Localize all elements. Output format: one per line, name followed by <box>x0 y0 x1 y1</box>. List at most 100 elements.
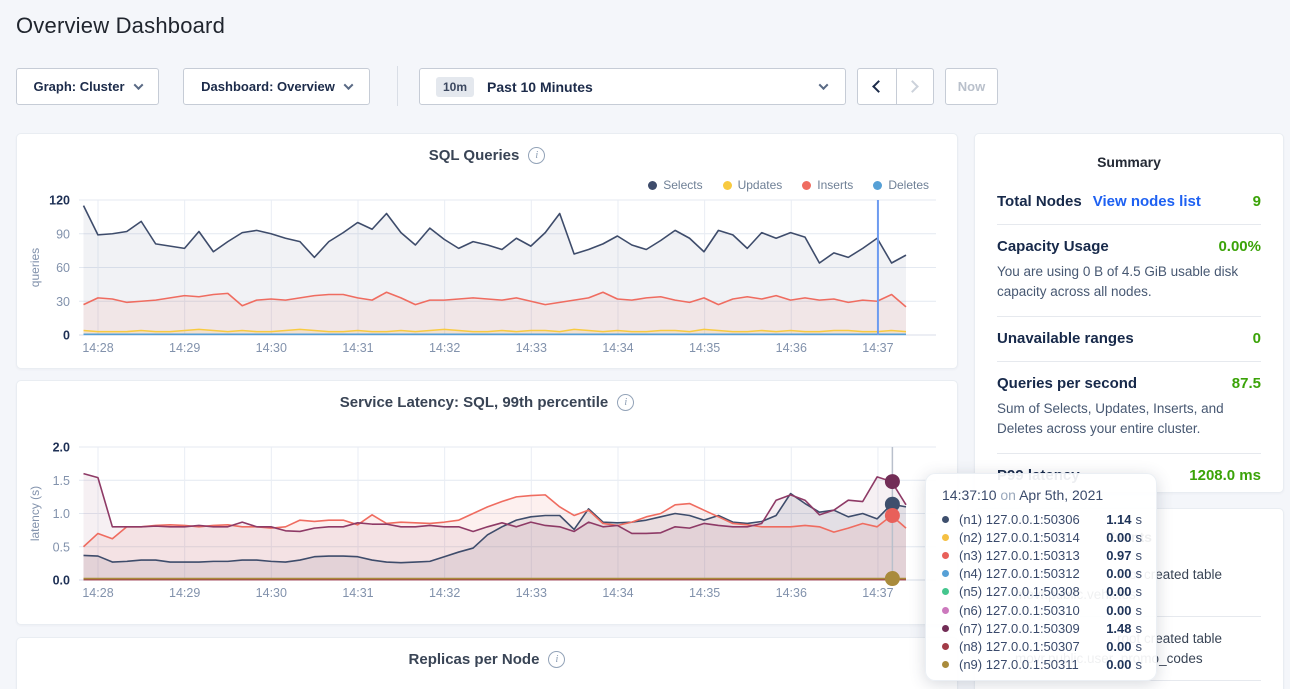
summary-row-description: You are using 0 B of 4.5 GiB usable disk… <box>997 264 1239 299</box>
svg-text:60: 60 <box>56 261 70 275</box>
tooltip-node-value: 0.00 <box>1106 566 1132 582</box>
svg-text:14:30: 14:30 <box>256 586 287 600</box>
series-color-dot <box>942 661 949 669</box>
summary-row-label: Capacity Usage <box>997 238 1109 255</box>
svg-text:14:32: 14:32 <box>429 586 460 600</box>
tooltip-node-unit: s <box>1135 566 1143 582</box>
sql-queries-chart-title: SQL Queries <box>428 147 520 164</box>
graph-dropdown[interactable]: Graph: Cluster <box>16 68 159 105</box>
legend-dot <box>802 180 812 190</box>
tooltip-node-row: (n9) 127.0.0.1:50311 0.00 s <box>942 656 1142 674</box>
time-step-next-button[interactable] <box>895 69 934 104</box>
svg-text:120: 120 <box>49 194 70 208</box>
svg-text:14:37: 14:37 <box>862 341 893 355</box>
legend-dot <box>722 180 732 190</box>
svg-text:2.0: 2.0 <box>53 441 70 455</box>
info-icon[interactable]: i <box>617 394 635 411</box>
chevron-left-icon <box>872 80 886 93</box>
info-icon[interactable]: i <box>528 147 546 164</box>
series-color-dot <box>942 551 949 559</box>
tooltip-node-unit: s <box>1135 638 1143 654</box>
svg-text:14:33: 14:33 <box>516 586 547 600</box>
summary-row-label: Queries per second <box>997 374 1138 392</box>
summary-title: Summary <box>1097 154 1161 170</box>
service-latency-chart[interactable]: 0.0 0.5 1.0 1.5 2.0 14:28 14:29 14:30 14:31 14:32… <box>17 381 957 624</box>
tooltip-node-value: 0.00 <box>1106 638 1132 654</box>
summary-row: Unavailable ranges 0 <box>997 317 1261 362</box>
series-color-dot <box>942 515 949 523</box>
tooltip-node-value: 0.00 <box>1106 602 1132 618</box>
page-title: Overview Dashboard <box>16 13 226 38</box>
tooltip-node-address: (n1) 127.0.0.1:50306 <box>959 511 1080 527</box>
legend-label: Updates <box>737 178 783 192</box>
legend-item-updates[interactable]: Updates <box>722 178 783 192</box>
graph-dropdown-label: Graph: Cluster <box>33 79 125 94</box>
series-color-dot <box>942 642 949 650</box>
svg-text:0: 0 <box>63 329 70 343</box>
tooltip-node-unit: s <box>1135 529 1143 545</box>
tooltip-node-value: 1.14 <box>1106 511 1132 527</box>
svg-text:14:34: 14:34 <box>602 341 633 355</box>
tooltip-node-unit: s <box>1135 584 1143 600</box>
tooltip-node-address: (n8) 127.0.0.1:50307 <box>959 638 1080 654</box>
tooltip-node-value: 0.00 <box>1106 584 1132 600</box>
svg-text:0.0: 0.0 <box>53 574 70 588</box>
time-range-dropdown[interactable]: 10m Past 10 Minutes <box>419 68 846 105</box>
svg-text:30: 30 <box>56 295 70 309</box>
service-latency-card: Service Latency: SQL, 99th percentile i … <box>16 380 958 625</box>
legend-item-inserts[interactable]: Inserts <box>802 178 853 192</box>
sql-queries-legend: Selects Updates Inserts Deletes <box>648 178 929 192</box>
tooltip-timestamp: 14:37:10 on Apr 5th, 2021 <box>942 487 1104 503</box>
legend-label: Inserts <box>817 178 854 192</box>
info-icon[interactable]: i <box>548 651 566 668</box>
sql-queries-chart[interactable]: 0 30 60 90 120 14:28 14:29 14:30 14:31 14:32 14:33… <box>17 134 957 368</box>
tooltip-node-row: (n8) 127.0.0.1:50307 0.00 s <box>942 637 1142 655</box>
time-step-group <box>857 68 934 105</box>
tooltip-node-address: (n7) 127.0.0.1:50309 <box>959 620 1080 636</box>
summary-row: Total Nodes View nodes list 9 <box>997 180 1261 225</box>
tooltip-node-address: (n6) 127.0.0.1:50310 <box>959 602 1080 618</box>
svg-text:14:36: 14:36 <box>776 586 807 600</box>
tooltip-node-unit: s <box>1135 511 1143 527</box>
tooltip-node-address: (n2) 127.0.0.1:50314 <box>959 529 1080 545</box>
dashboard-dropdown[interactable]: Dashboard: Overview <box>183 68 370 105</box>
tooltip-node-unit: s <box>1135 620 1143 636</box>
svg-text:14:33: 14:33 <box>516 341 547 355</box>
view-nodes-list-link[interactable]: View nodes list <box>1092 193 1201 210</box>
summary-row: Capacity Usage 0.00% You are using 0 B of … <box>997 225 1261 317</box>
legend-item-selects[interactable]: Selects <box>648 178 703 192</box>
series-color-dot <box>942 624 949 632</box>
tooltip-node-address: (n3) 127.0.0.1:50313 <box>959 547 1080 563</box>
dashboard-dropdown-label: Dashboard: Overview <box>201 79 335 94</box>
svg-text:14:29: 14:29 <box>169 341 200 355</box>
tooltip-node-unit: s <box>1135 657 1143 673</box>
svg-text:queries: queries <box>28 248 42 287</box>
legend-label: Selects <box>663 178 703 192</box>
series-color-dot <box>942 588 949 596</box>
summary-rows: Total Nodes View nodes list 9 Capacity Usag… <box>975 170 1283 498</box>
tooltip-node-row: (n4) 127.0.0.1:50312 0.00 s <box>942 565 1142 583</box>
summary-panel: Summary Total Nodes View nodes list 9 Capac… <box>974 133 1284 493</box>
tooltip-node-value: 0.97 <box>1106 547 1132 563</box>
svg-text:14:37: 14:37 <box>862 586 893 600</box>
summary-row-label: Unavailable ranges <box>997 329 1134 347</box>
tooltip-node-row: (n5) 127.0.0.1:50308 0.00 s <box>942 583 1142 601</box>
tooltip-node-unit: s <box>1135 547 1143 563</box>
tooltip-node-address: (n9) 127.0.0.1:50311 <box>959 657 1079 673</box>
chevron-down-icon <box>343 80 354 91</box>
time-range-badge: 10m <box>436 76 475 97</box>
now-button-label: Now <box>957 79 986 94</box>
tooltip-node-row: (n1) 127.0.0.1:50306 1.14 s <box>942 510 1142 528</box>
chevron-down-icon <box>133 80 143 91</box>
svg-text:1.5: 1.5 <box>53 474 70 488</box>
time-step-prev-button[interactable] <box>858 69 896 104</box>
service-latency-chart-title: Service Latency: SQL, 99th percentile <box>339 394 609 411</box>
legend-item-deletes[interactable]: Deletes <box>873 178 929 192</box>
svg-text:14:29: 14:29 <box>169 586 200 600</box>
tooltip-node-row: (n2) 127.0.0.1:50314 0.00 s <box>942 528 1142 546</box>
summary-row: Queries per second 87.5 Sum of Selects, Up… <box>997 362 1261 454</box>
svg-text:14:28: 14:28 <box>82 341 113 355</box>
chevron-down-icon <box>818 80 829 91</box>
now-button[interactable]: Now <box>945 68 998 105</box>
